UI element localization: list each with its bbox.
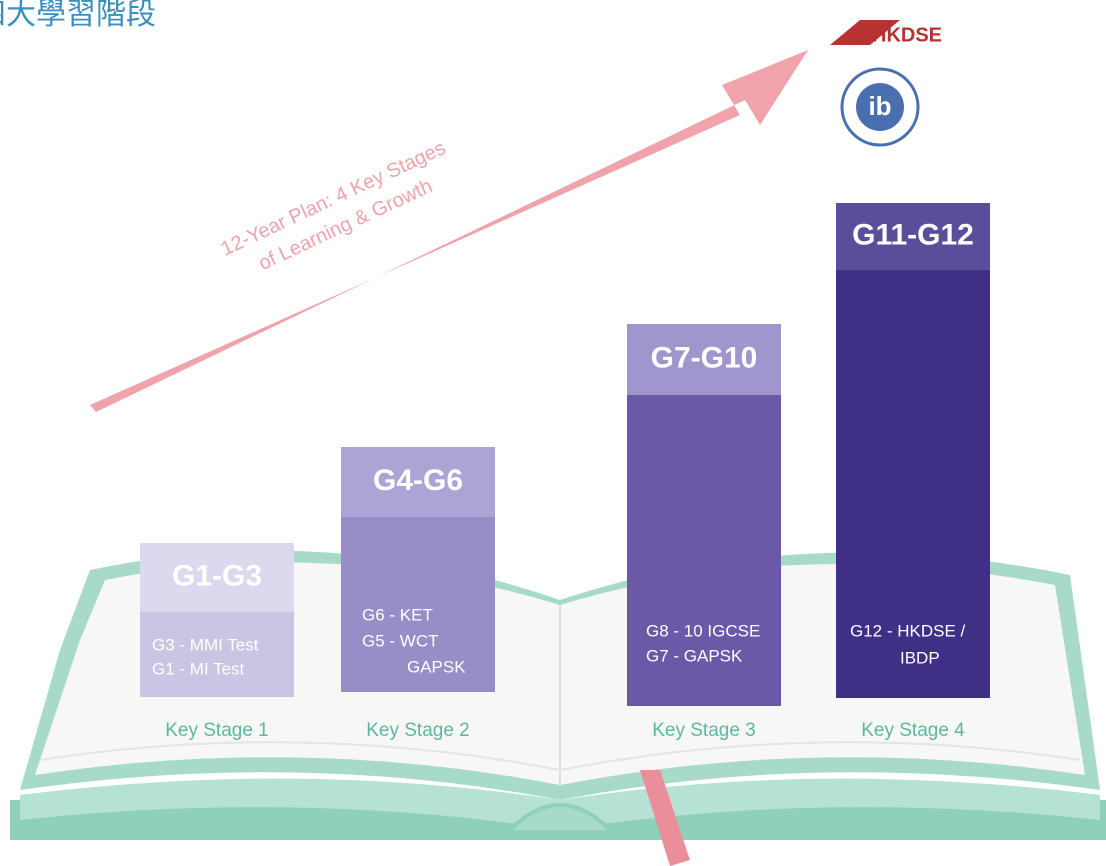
stage-body bbox=[140, 612, 294, 697]
stage-note: IBDP bbox=[900, 648, 940, 667]
logo-text: HKDSE bbox=[872, 24, 942, 46]
stage-note: G12 - HKDSE / bbox=[850, 621, 966, 640]
stage-note: GAPSK bbox=[407, 657, 466, 676]
stage-label: G4-G6 bbox=[373, 464, 463, 497]
infographic: 12-Year Plan: 4 Key Stages of Learning &… bbox=[0, 0, 1106, 866]
stage-note: G5 - WCT bbox=[362, 631, 439, 650]
key-stage-label: Key Stage 4 bbox=[861, 720, 965, 741]
stage-label: G7-G10 bbox=[651, 341, 758, 374]
stage-note: G6 - KET bbox=[362, 605, 433, 624]
hkdse-logo: HKDSE bbox=[830, 20, 942, 46]
stage-note: G1 - MI Test bbox=[152, 659, 245, 678]
ib-logo: ib bbox=[842, 69, 918, 145]
key-stage-label: Key Stage 1 bbox=[165, 720, 269, 741]
stage-note: G8 - 10 IGCSE bbox=[646, 621, 760, 640]
stage-note: G3 - MMI Test bbox=[152, 635, 259, 654]
stage-label: G1-G3 bbox=[172, 559, 262, 592]
logo-text: ib bbox=[868, 91, 891, 121]
key-stage-label: Key Stage 3 bbox=[652, 720, 756, 741]
stage-note: G7 - GAPSK bbox=[646, 646, 743, 665]
key-stage-label: Key Stage 2 bbox=[366, 720, 470, 741]
page-title: 四大學習階段 bbox=[0, 0, 156, 31]
stage-label: G11-G12 bbox=[852, 218, 974, 251]
